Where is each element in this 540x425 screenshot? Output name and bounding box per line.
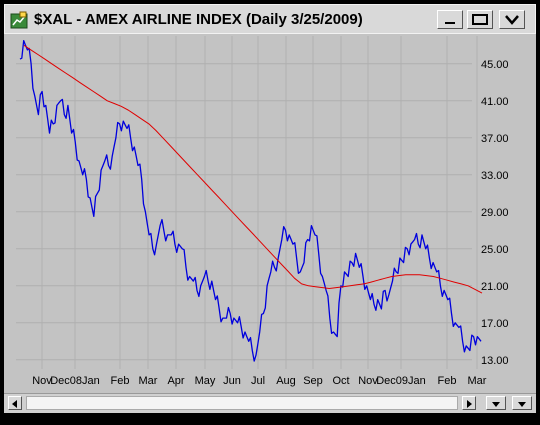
arrow-right-icon xyxy=(467,400,472,408)
x-tick-label: Oct xyxy=(332,375,349,387)
chevron-down-icon xyxy=(518,402,526,407)
title-bar[interactable]: $XAL - AMEX AIRLINE INDEX (Daily 3/25/20… xyxy=(4,4,536,34)
x-tick-label: Dec08Jan xyxy=(50,375,100,387)
scroll-track[interactable] xyxy=(26,396,458,410)
chevron-down-icon xyxy=(492,402,500,407)
x-tick-label: Feb xyxy=(111,375,130,387)
x-tick-label: Feb xyxy=(438,375,457,387)
grid-lines xyxy=(16,36,478,369)
x-tick-label: Nov xyxy=(32,375,52,387)
y-tick-label: 17.00 xyxy=(481,318,509,330)
zoom-dropdown-button[interactable] xyxy=(486,396,506,410)
y-tick-label: 29.00 xyxy=(481,207,509,219)
minimize-button[interactable] xyxy=(437,10,463,29)
y-tick-label: 37.00 xyxy=(481,133,509,145)
y-tick-label: 33.00 xyxy=(481,170,509,182)
x-tick-label: Dec09Jan xyxy=(376,375,426,387)
horizontal-scrollbar[interactable] xyxy=(4,393,536,413)
y-tick-label: 13.00 xyxy=(481,355,509,367)
x-tick-label: May xyxy=(195,375,216,387)
x-tick-label: Aug xyxy=(276,375,296,387)
x-tick-label: Mar xyxy=(468,375,487,387)
x-tick-label: Jun xyxy=(223,375,241,387)
y-tick-label: 25.00 xyxy=(481,244,509,256)
y-axis-labels: 13.00 17.00 21.00 25.00 29.00 33.00 37.00 41.00… xyxy=(481,59,509,367)
chart-app-icon xyxy=(10,11,28,29)
period-dropdown-button[interactable] xyxy=(512,396,532,410)
x-tick-label: Jul xyxy=(251,375,265,387)
chevron-down-icon xyxy=(505,15,519,25)
scroll-right-button[interactable] xyxy=(462,396,476,410)
x-tick-label: Nov xyxy=(358,375,378,387)
moving-average-line xyxy=(23,44,483,294)
scroll-left-button[interactable] xyxy=(8,396,22,410)
y-tick-label: 21.00 xyxy=(481,281,509,293)
series-layer xyxy=(19,39,483,362)
x-tick-label: Sep xyxy=(303,375,323,387)
menu-dropdown-button[interactable] xyxy=(499,10,525,29)
price-line xyxy=(19,39,482,362)
price-chart: 13.00 17.00 21.00 25.00 29.00 33.00 37.00 41.00… xyxy=(16,36,509,387)
window-title: $XAL - AMEX AIRLINE INDEX (Daily 3/25/20… xyxy=(34,11,363,28)
x-tick-label: Mar xyxy=(139,375,158,387)
x-tick-label: Apr xyxy=(167,375,184,387)
y-tick-label: 45.00 xyxy=(481,59,509,71)
minimize-icon xyxy=(445,22,455,24)
restore-button[interactable] xyxy=(467,10,493,29)
restore-icon xyxy=(472,14,488,25)
y-tick-label: 41.00 xyxy=(481,96,509,108)
arrow-left-icon xyxy=(12,400,17,408)
